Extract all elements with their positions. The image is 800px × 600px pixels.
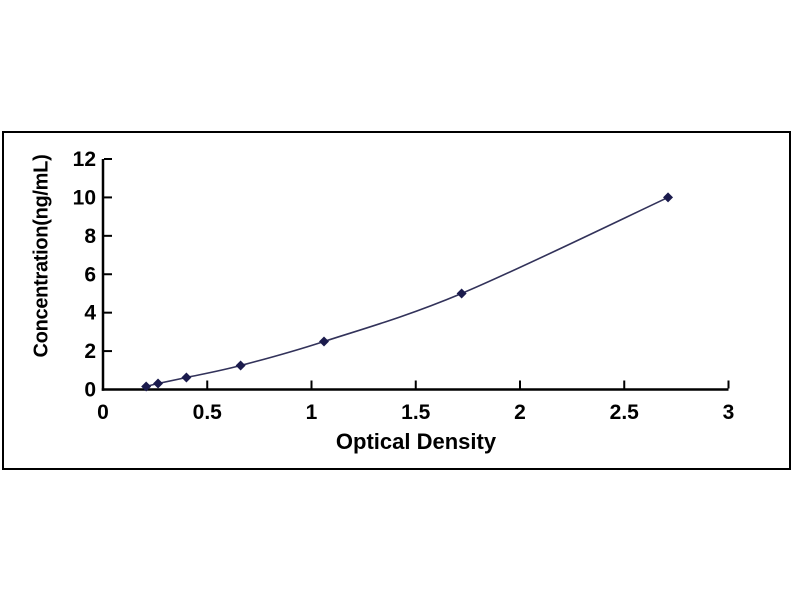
data-point-marker	[141, 381, 152, 392]
x-tick-label: 2	[514, 401, 526, 424]
y-tick-label: 6	[84, 263, 96, 286]
chart-border	[2, 131, 791, 470]
standard-curve-line	[145, 196, 669, 388]
data-point-marker	[181, 372, 192, 383]
y-tick-label: 0	[84, 379, 96, 402]
y-tick-label: 8	[84, 225, 96, 248]
x-tick-label: 0.5	[193, 401, 223, 424]
y-tick-label: 12	[73, 148, 96, 171]
y-tick-label: 10	[73, 186, 96, 209]
y-tick-label: 4	[84, 302, 96, 325]
data-point-marker	[235, 360, 246, 371]
data-point-marker	[663, 192, 674, 203]
data-point-marker	[456, 288, 467, 299]
x-tick-label: 1	[306, 401, 318, 424]
y-axis-title: Concentration(ng/mL)	[30, 154, 53, 358]
x-tick-label: 0	[97, 401, 109, 424]
data-point-marker	[319, 336, 330, 347]
x-tick-label: 2.5	[610, 401, 640, 424]
x-axis-title: Optical Density	[335, 429, 497, 454]
x-tick-label: 1.5	[401, 401, 431, 424]
y-tick-label: 2	[84, 340, 96, 363]
data-point-marker	[153, 378, 164, 389]
x-tick-label: 3	[723, 401, 735, 424]
